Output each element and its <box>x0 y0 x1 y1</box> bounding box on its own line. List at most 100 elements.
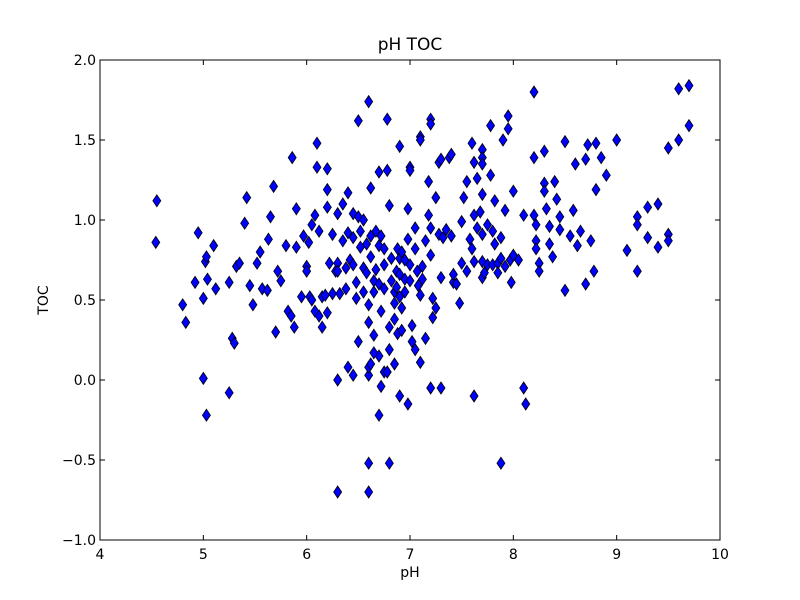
data-point <box>322 306 332 320</box>
data-point <box>322 200 332 214</box>
data-point <box>586 234 596 248</box>
data-point <box>436 152 446 166</box>
data-point <box>446 229 456 243</box>
data-point <box>359 213 368 227</box>
data-point <box>415 355 425 370</box>
data-point <box>152 194 162 208</box>
data-point <box>390 312 399 326</box>
data-point <box>565 229 575 243</box>
data-point <box>198 291 208 306</box>
data-point <box>403 202 413 216</box>
data-point <box>403 397 413 411</box>
data-point <box>333 485 343 499</box>
data-point <box>362 266 372 280</box>
x-tick-label: 5 <box>199 547 208 563</box>
data-point <box>428 310 438 325</box>
data-point <box>519 208 529 222</box>
data-point <box>266 210 275 224</box>
data-point <box>545 219 554 234</box>
data-point <box>324 256 334 270</box>
data-point <box>178 298 188 312</box>
data-point <box>415 133 425 147</box>
data-point <box>529 150 539 165</box>
data-point <box>490 194 500 208</box>
data-point <box>376 304 386 318</box>
data-point <box>386 274 396 288</box>
data-point <box>252 256 262 270</box>
data-point <box>353 334 363 349</box>
data-point <box>281 238 291 253</box>
data-point <box>335 286 345 301</box>
data-point <box>431 190 441 205</box>
data-point <box>376 229 386 243</box>
data-point <box>591 136 601 150</box>
data-point <box>503 109 513 123</box>
data-point <box>248 298 258 312</box>
x-axis: 4 5 6 7 8 9 10 <box>96 60 729 563</box>
data-point <box>612 133 622 147</box>
data-point <box>364 485 374 499</box>
data-point <box>521 397 531 411</box>
data-point <box>351 291 361 306</box>
data-point <box>469 155 479 170</box>
data-point <box>289 320 299 334</box>
data-point <box>475 205 485 219</box>
data-point <box>317 320 327 334</box>
data-point <box>570 157 580 171</box>
data-point <box>307 293 317 307</box>
data-point <box>397 323 407 338</box>
data-point <box>242 190 252 205</box>
y-tick-label: 1.0 <box>74 213 96 229</box>
data-point <box>384 456 394 470</box>
data-point <box>436 381 446 395</box>
y-tick-label: −0.5 <box>62 453 96 469</box>
data-point <box>343 360 353 374</box>
data-point <box>467 242 477 256</box>
data-point <box>348 258 358 272</box>
x-tick-label: 10 <box>711 547 729 563</box>
data-point <box>341 282 351 296</box>
data-points <box>151 78 694 499</box>
data-point <box>560 283 570 298</box>
data-point <box>568 203 578 218</box>
data-point <box>493 266 503 280</box>
data-point <box>348 368 358 382</box>
data-point <box>202 272 212 286</box>
data-point <box>486 168 496 182</box>
data-point <box>632 264 642 278</box>
data-point <box>541 202 551 216</box>
y-tick-label: 1.5 <box>74 133 96 149</box>
data-point <box>224 386 234 400</box>
data-point <box>322 182 332 197</box>
data-point <box>405 274 415 288</box>
data-point <box>328 227 337 242</box>
data-point <box>235 256 244 270</box>
data-point <box>384 342 394 357</box>
data-point <box>371 262 381 277</box>
data-point <box>379 242 389 256</box>
data-point <box>496 251 506 266</box>
data-point <box>151 235 161 250</box>
data-point <box>431 301 441 315</box>
data-point <box>193 226 203 240</box>
data-point <box>663 234 673 248</box>
data-point <box>643 200 653 214</box>
data-point <box>209 238 219 253</box>
data-point <box>366 181 376 195</box>
x-tick-label: 9 <box>612 547 621 563</box>
data-point <box>355 224 365 238</box>
x-tick-label: 7 <box>406 547 415 563</box>
data-point <box>488 224 498 238</box>
data-point <box>287 150 297 165</box>
data-point <box>263 232 273 246</box>
data-point <box>307 218 317 232</box>
data-point <box>643 230 653 245</box>
data-point <box>382 112 392 126</box>
data-point <box>276 274 286 288</box>
data-point <box>534 264 544 278</box>
data-point <box>477 187 487 202</box>
data-point <box>462 264 472 278</box>
data-point <box>304 235 314 250</box>
data-point <box>297 290 306 304</box>
data-point <box>448 267 458 282</box>
